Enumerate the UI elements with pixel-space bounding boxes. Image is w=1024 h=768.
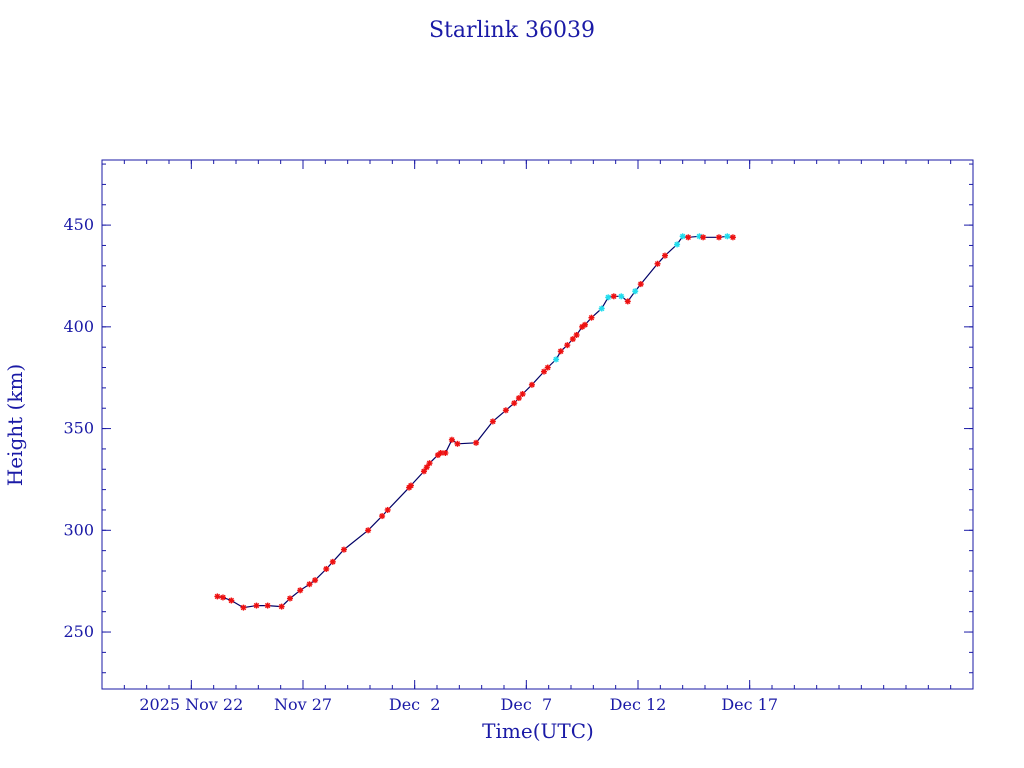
red-point-marker <box>624 298 631 305</box>
cyan-point-marker <box>618 293 625 300</box>
x-tick-label: Dec 7 <box>501 695 553 714</box>
red-point-marker <box>448 436 455 443</box>
red-point-marker <box>323 565 330 572</box>
red-point-marker <box>569 336 576 343</box>
red-point-marker <box>454 440 461 447</box>
red-point-marker <box>661 252 668 259</box>
y-tick-label: 450 <box>63 215 94 234</box>
marker-layer <box>214 233 736 611</box>
x-axis-label: Time(UTC) <box>482 719 594 743</box>
trajectory-layer <box>217 235 734 609</box>
red-point-marker <box>228 597 235 604</box>
red-point-marker <box>715 234 722 241</box>
red-point-marker <box>502 407 509 414</box>
trajectory-line <box>217 235 734 609</box>
cyan-point-marker <box>724 233 731 240</box>
x-tick-label: 2025 Nov 22 <box>139 695 243 714</box>
red-point-marker <box>426 460 433 467</box>
red-point-marker <box>384 506 391 513</box>
red-point-marker <box>340 546 347 553</box>
red-point-marker <box>379 513 386 520</box>
red-point-marker <box>685 234 692 241</box>
x-tick-label: Dec 12 <box>610 695 667 714</box>
cyan-point-marker <box>674 241 681 248</box>
y-tick-label: 350 <box>63 419 94 438</box>
cyan-point-marker <box>605 294 612 301</box>
y-axis-label: Height (km) <box>3 364 27 486</box>
red-point-marker <box>264 602 271 609</box>
red-point-marker <box>557 348 564 355</box>
red-point-marker <box>442 449 449 456</box>
red-point-marker <box>423 464 430 471</box>
red-point-marker <box>489 418 496 425</box>
red-point-marker <box>588 314 595 321</box>
red-point-marker <box>278 603 285 610</box>
red-point-marker <box>329 558 336 565</box>
y-tick-label: 400 <box>63 317 94 336</box>
red-point-marker <box>253 602 260 609</box>
x-tick-label: Dec 17 <box>721 695 778 714</box>
red-point-marker <box>519 390 526 397</box>
red-point-marker <box>437 449 444 456</box>
x-tick-label: Dec 2 <box>389 695 441 714</box>
plot-frame <box>101 159 974 690</box>
red-point-marker <box>511 400 518 407</box>
red-point-marker <box>541 368 548 375</box>
red-point-marker <box>312 577 319 584</box>
red-point-marker <box>654 260 661 267</box>
x-tick-label: Nov 27 <box>274 695 332 714</box>
red-point-marker <box>306 581 313 588</box>
red-point-marker <box>729 234 736 241</box>
red-point-marker <box>528 381 535 388</box>
red-point-marker <box>365 527 372 534</box>
red-point-marker <box>637 281 644 288</box>
y-axis: 250 300 350 400 450 <box>63 163 973 674</box>
red-point-marker <box>286 595 293 602</box>
red-point-marker <box>573 331 580 338</box>
cyan-point-marker <box>679 233 686 240</box>
y-tick-label: 300 <box>63 520 94 539</box>
cyan-point-marker <box>632 288 639 295</box>
red-point-marker <box>515 395 522 402</box>
red-point-marker <box>544 364 551 371</box>
red-point-marker <box>473 439 480 446</box>
red-point-marker <box>214 593 221 600</box>
cyan-point-marker <box>553 356 560 363</box>
y-tick-label: 250 <box>63 622 94 641</box>
red-point-marker <box>297 587 304 594</box>
cyan-point-marker <box>598 305 605 312</box>
red-point-marker <box>240 604 247 611</box>
red-point-marker <box>610 293 617 300</box>
chart-title: Starlink 36039 <box>429 18 595 43</box>
red-point-marker <box>564 342 571 349</box>
red-point-marker <box>700 234 707 241</box>
red-point-marker <box>219 594 226 601</box>
x-axis: 2025 Nov 22 Nov 27 Dec 2 Dec 7 Dec 12 Dec 17 <box>123 160 952 714</box>
red-point-marker <box>407 482 414 489</box>
red-point-marker <box>420 468 427 475</box>
red-point-marker <box>581 321 588 328</box>
